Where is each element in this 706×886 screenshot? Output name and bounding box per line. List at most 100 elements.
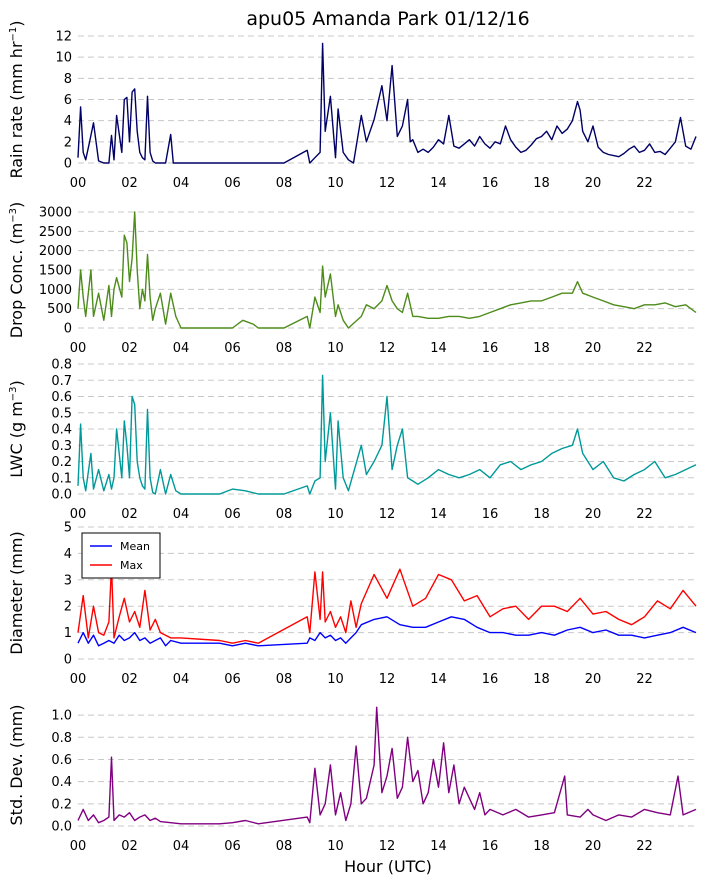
x-tick-label: 14 <box>430 176 447 191</box>
y-tick-label: 0.5 <box>51 406 72 421</box>
series-line-mean <box>77 616 697 647</box>
x-tick-label: 12 <box>379 507 396 522</box>
x-tick-label: 18 <box>533 507 550 522</box>
y-tick-label: 6 <box>64 93 72 108</box>
x-tick-label: 08 <box>276 176 293 191</box>
series-line-1 <box>77 42 697 164</box>
y-tick-label: 0 <box>64 157 72 172</box>
x-tick-label: 02 <box>121 839 138 854</box>
x-tick-label: 20 <box>585 839 602 854</box>
y-tick-label: 0.2 <box>51 455 72 470</box>
x-tick-label: 06 <box>224 341 241 356</box>
y-tick-label: 1.0 <box>51 709 72 724</box>
figure-title: apu05 Amanda Park 01/12/16 <box>246 8 529 30</box>
x-tick-label: 02 <box>121 672 138 687</box>
x-tick-label: 22 <box>636 507 653 522</box>
y-tick-label: 0.4 <box>51 423 72 438</box>
x-tick-label: 10 <box>327 176 344 191</box>
x-tick-label: 14 <box>430 672 447 687</box>
y-tick-label: 1 <box>64 626 72 641</box>
y-axis-label: Diameter (mm) <box>7 531 26 654</box>
x-tick-label: 14 <box>430 507 447 522</box>
panel-3: 0.0 0.10.20.30.4 0.50.60.70.8 00 02 04 06 08 10 1… <box>7 358 697 522</box>
y-tick-label: 10 <box>55 51 72 66</box>
y-tick-label: 500 <box>47 302 72 317</box>
series-line-1 <box>77 374 697 495</box>
y-tick-label: 12 <box>55 30 72 45</box>
legend: Mean Max <box>81 532 161 579</box>
x-tick-label: 12 <box>379 839 396 854</box>
x-tick-label: 00 <box>70 341 87 356</box>
x-tick-label: 04 <box>173 341 190 356</box>
y-tick-label: 5 <box>64 521 72 536</box>
x-tick-label: 12 <box>379 672 396 687</box>
series-line-1 <box>77 706 697 825</box>
x-tick-label: 02 <box>121 176 138 191</box>
y-tick-label: 4 <box>64 114 72 129</box>
legend-label: Mean <box>120 540 150 553</box>
y-axis-label: Std. Dev. (mm) <box>7 705 26 826</box>
x-tick-label: 22 <box>636 672 653 687</box>
series-line-max <box>77 565 697 644</box>
x-tick-label: 00 <box>70 176 87 191</box>
x-tick-label: 22 <box>636 176 653 191</box>
y-tick-label: 8 <box>64 72 72 87</box>
y-tick-label: 2500 <box>39 225 72 240</box>
x-tick-label: 16 <box>482 672 499 687</box>
y-tick-label: 0.7 <box>51 374 72 389</box>
y-tick-label: 0.0 <box>51 488 72 503</box>
x-tick-label: 18 <box>533 176 550 191</box>
y-tick-label: 1500 <box>39 264 72 279</box>
x-tick-label: 16 <box>482 176 499 191</box>
x-tick-label: 04 <box>173 672 190 687</box>
y-tick-label: 0 <box>64 653 72 668</box>
x-tick-label: 16 <box>482 341 499 356</box>
y-tick-label: 0.0 <box>51 820 72 835</box>
x-tick-label: 08 <box>276 341 293 356</box>
y-axis-label: Rain rate (mm hr−1) <box>7 20 26 178</box>
x-tick-label: 06 <box>224 839 241 854</box>
y-tick-label: 0.4 <box>51 775 72 790</box>
x-tick-label: 18 <box>533 341 550 356</box>
x-tick-label: 22 <box>636 341 653 356</box>
x-tick-label: 08 <box>276 839 293 854</box>
x-tick-label: 02 <box>121 507 138 522</box>
x-tick-label: 00 <box>70 507 87 522</box>
x-tick-label: 10 <box>327 839 344 854</box>
x-tick-label: 14 <box>430 341 447 356</box>
x-tick-label: 04 <box>173 176 190 191</box>
y-tick-label: 0.1 <box>51 471 72 486</box>
y-tick-label: 1000 <box>39 283 72 298</box>
x-tick-label: 20 <box>585 341 602 356</box>
x-axis-label: Hour (UTC) <box>344 857 432 876</box>
x-tick-label: 20 <box>585 507 602 522</box>
x-tick-label: 10 <box>327 341 344 356</box>
y-tick-label: 3 <box>64 573 72 588</box>
y-tick-label: 0 <box>64 322 72 337</box>
y-axis-label: Drop Conc. (m−3) <box>7 202 26 338</box>
panel-5: 0.0 0.2 0.4 0.6 0.8 1.0 00 02 04 06 08 10 12 14 16 18 20… <box>7 705 697 854</box>
y-tick-label: 2 <box>64 600 72 615</box>
x-tick-label: 10 <box>327 672 344 687</box>
legend-box <box>81 532 161 579</box>
x-tick-label: 08 <box>276 507 293 522</box>
x-tick-label: 00 <box>70 839 87 854</box>
y-tick-label: 0.8 <box>51 358 72 373</box>
x-tick-label: 00 <box>70 672 87 687</box>
y-tick-label: 0.6 <box>51 753 72 768</box>
x-tick-label: 06 <box>224 672 241 687</box>
x-tick-label: 20 <box>585 176 602 191</box>
x-tick-label: 18 <box>533 839 550 854</box>
x-tick-label: 08 <box>276 672 293 687</box>
x-tick-label: 16 <box>482 839 499 854</box>
legend-label: Max <box>120 559 143 572</box>
y-tick-label: 0.6 <box>51 390 72 405</box>
y-tick-label: 3000 <box>39 206 72 221</box>
y-tick-label: 4 <box>64 547 72 562</box>
x-tick-label: 14 <box>430 839 447 854</box>
panel-2: 0 500 1000 1500 2000 2500 3000 00 02 04 06 08 10 12 14… <box>7 202 697 356</box>
x-tick-label: 04 <box>173 507 190 522</box>
x-tick-label: 10 <box>327 507 344 522</box>
